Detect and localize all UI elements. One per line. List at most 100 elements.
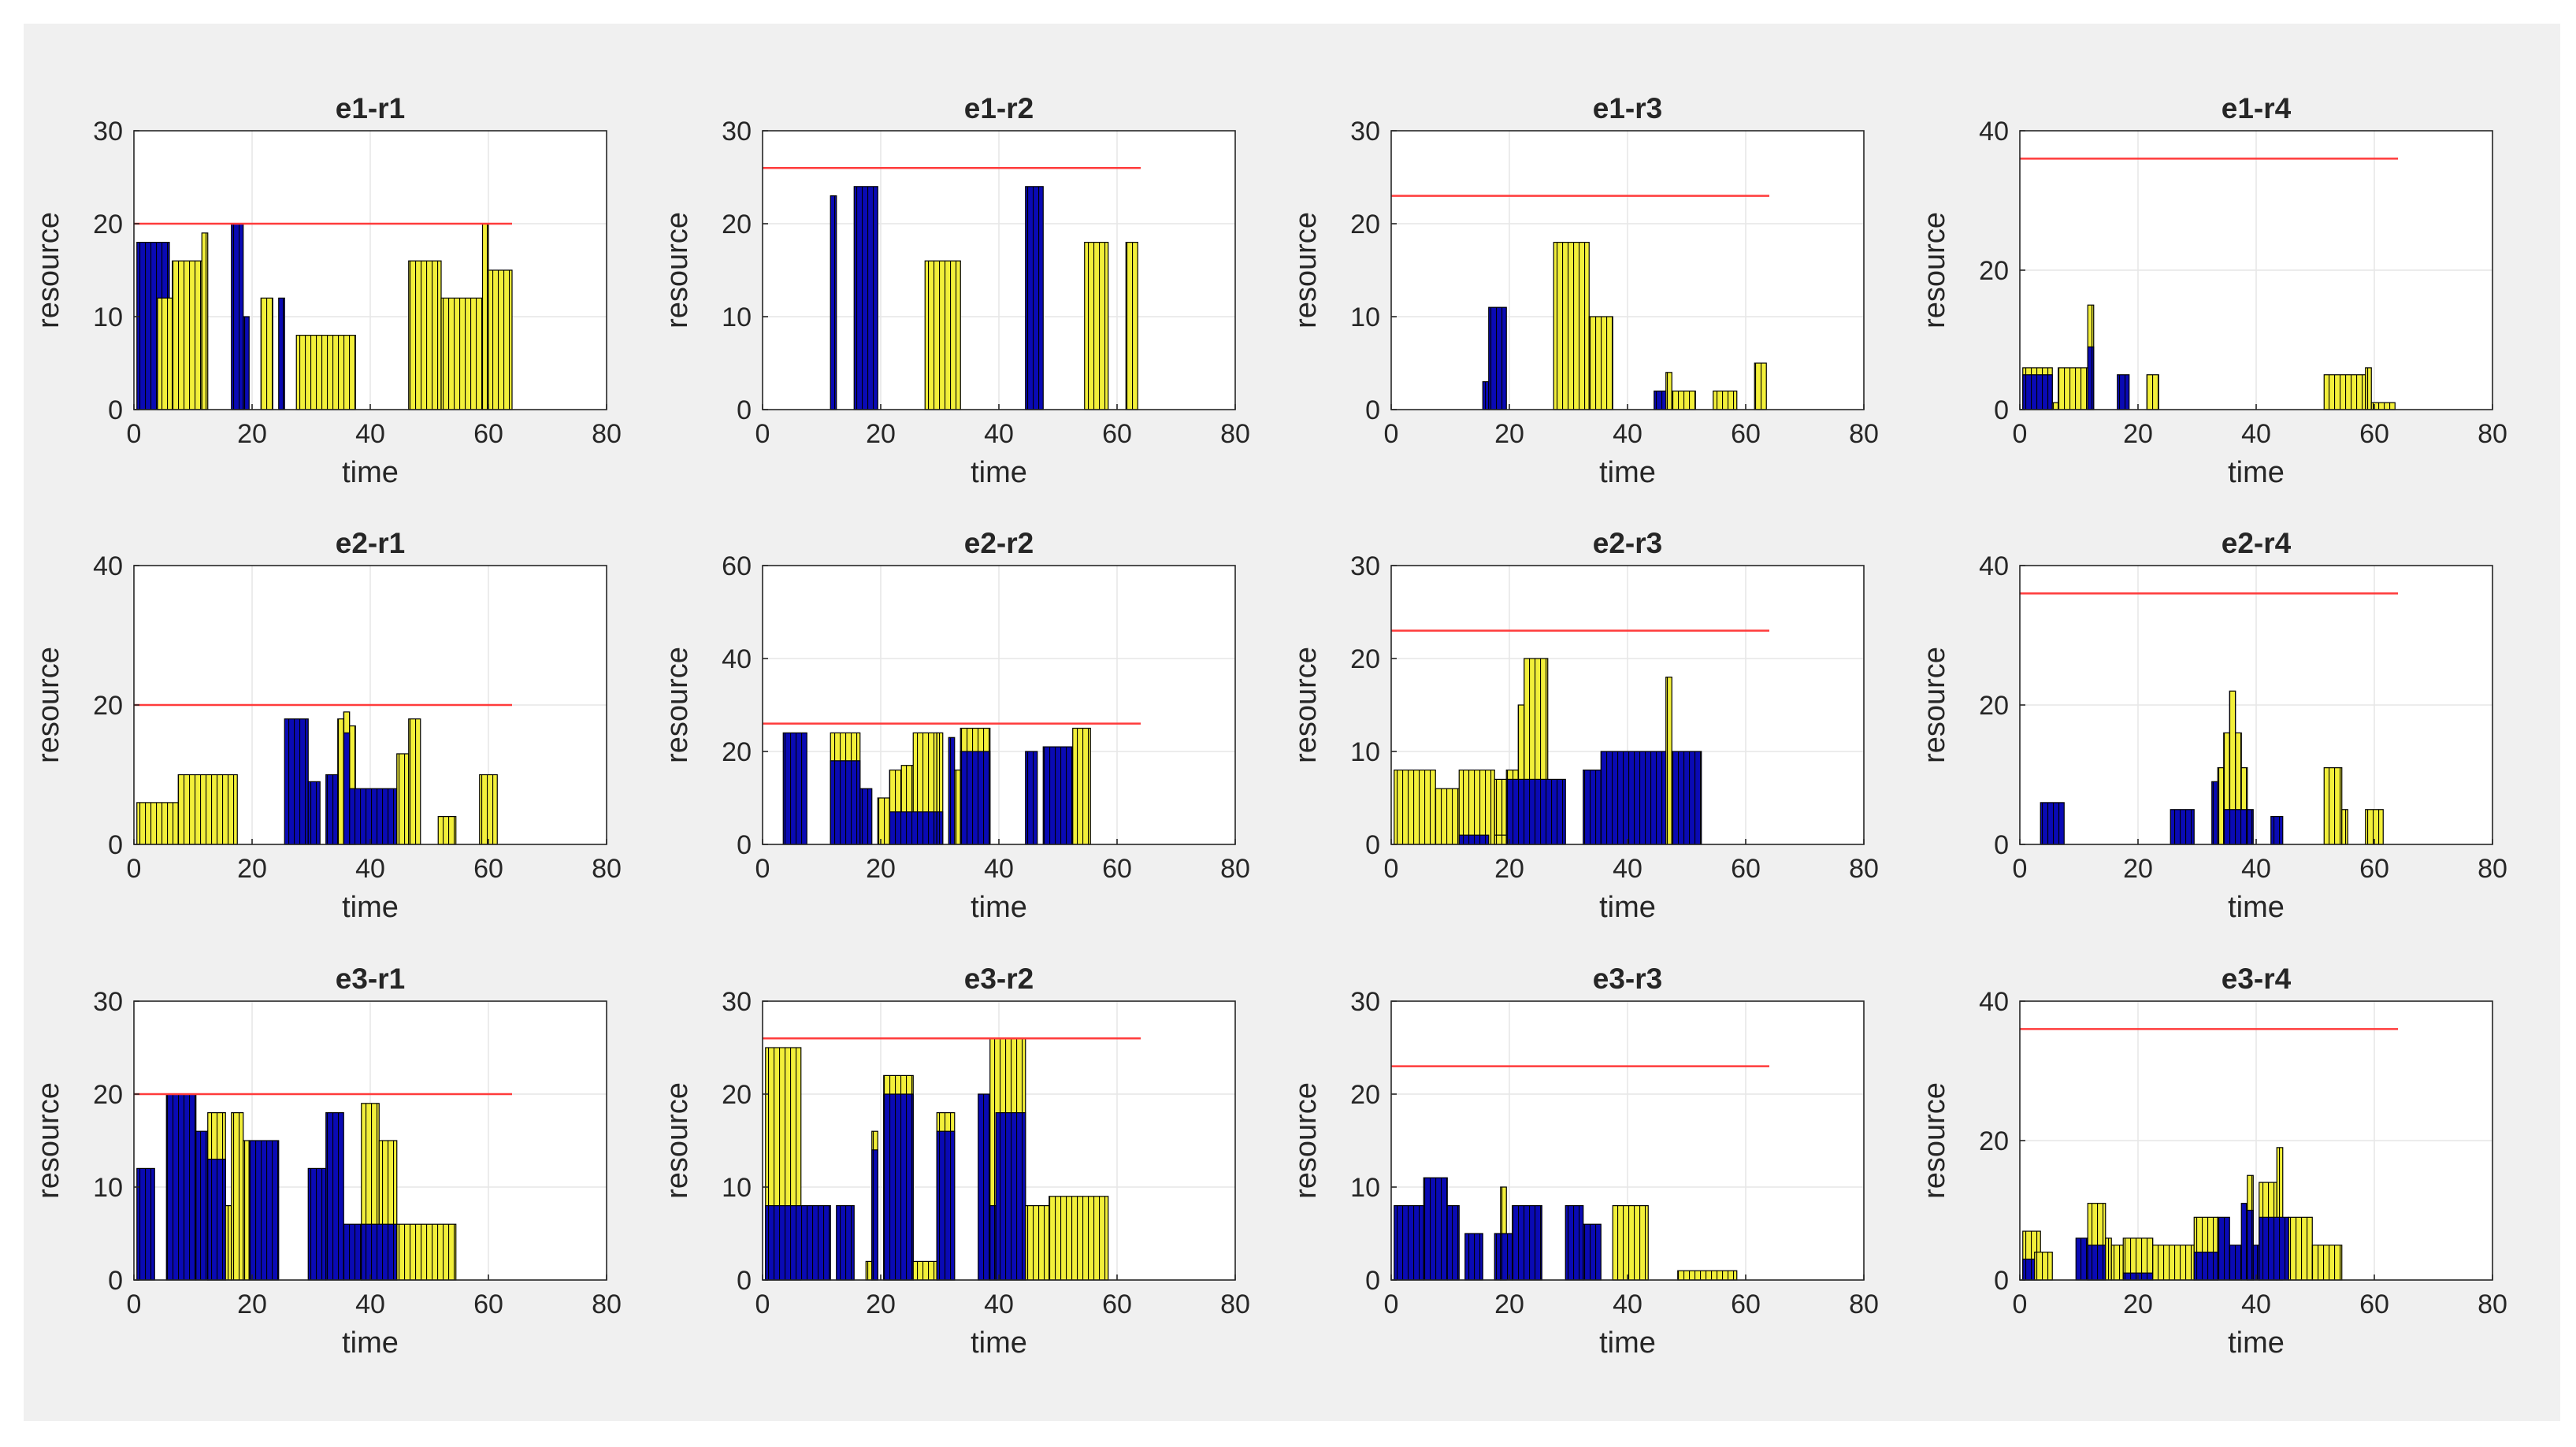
bar-blue-11 (948, 736, 956, 845)
bar-blue-10 (936, 1130, 956, 1281)
bar-yellow-2 (1458, 769, 1495, 845)
y-axis-label: resource (1918, 1082, 1951, 1199)
subplot-title: e1-r4 (2222, 92, 2292, 124)
y-tick-label: 60 (722, 551, 752, 581)
bar-blue-1 (1488, 306, 1507, 410)
bar-blue-0 (136, 1167, 155, 1281)
bar-yellow-13 (479, 774, 498, 845)
bar-blue-15 (1025, 751, 1038, 845)
bar-yellow-11 (2323, 767, 2343, 845)
bar-blue-6 (2117, 374, 2130, 410)
bar-blue-12 (2193, 1251, 2218, 1281)
subplot-title: e1-r1 (336, 92, 405, 124)
x-axis-label: time (2228, 891, 2285, 924)
bar-blue-7 (1512, 1204, 1542, 1281)
bar-blue-8 (2223, 809, 2248, 845)
x-tick-label: 60 (2359, 1289, 2389, 1319)
bar-yellow-8 (2323, 374, 2366, 410)
bar-blue-10 (936, 811, 944, 845)
x-tick-label: 60 (1731, 1289, 1761, 1319)
bar-blue-9 (2247, 809, 2254, 845)
x-tick-label: 80 (1849, 1289, 1879, 1319)
x-tick-label: 60 (473, 854, 503, 884)
y-tick-label: 40 (722, 644, 752, 674)
x-tick-label: 60 (1102, 419, 1132, 449)
bar-blue-5 (243, 316, 250, 410)
bar-blue-9 (307, 1167, 327, 1281)
bar-yellow-10 (396, 753, 410, 845)
bar-yellow-9 (2365, 367, 2372, 410)
x-tick-label: 80 (1849, 854, 1879, 884)
x-tick-label: 0 (2013, 854, 2028, 884)
y-tick-label: 0 (1994, 395, 2009, 425)
x-tick-label: 0 (2013, 1289, 2028, 1319)
x-tick-label: 0 (755, 854, 770, 884)
bar-blue-1 (853, 186, 878, 410)
bar-blue-1 (2022, 1258, 2036, 1281)
bar-blue-2 (284, 718, 309, 845)
x-axis-label: time (971, 456, 1027, 489)
bar-blue-13 (1671, 751, 1702, 845)
bar-yellow-1 (1435, 788, 1460, 845)
x-tick-label: 60 (1102, 1289, 1132, 1319)
x-tick-label: 20 (1494, 1289, 1524, 1319)
bar-yellow-10 (1612, 1204, 1649, 1281)
x-axis-label: time (342, 456, 399, 489)
y-tick-label: 40 (93, 551, 123, 581)
x-axis-label: time (2228, 1326, 2285, 1360)
y-tick-label: 30 (1350, 987, 1380, 1017)
bar-yellow-7 (2110, 1245, 2124, 1281)
bar-blue-3 (2075, 1237, 2088, 1281)
subplot-e3-r1: 0 20 40 60 80 0 10 20 30 e3-r1 time resource (32, 963, 622, 1360)
x-tick-label: 40 (2241, 1289, 2271, 1319)
y-axis-label: resource (1290, 647, 1323, 763)
bar-blue-0 (2040, 802, 2065, 845)
y-tick-label: 30 (722, 987, 752, 1017)
subplot-e3-r3: 0 20 40 60 80 0 10 20 30 e3-r3 time resource (1290, 963, 1879, 1360)
bar-yellow-1 (157, 297, 173, 410)
bar-blue-4 (207, 1158, 226, 1281)
y-tick-label: 0 (1994, 1266, 2009, 1296)
y-tick-label: 20 (722, 737, 752, 767)
subplot-e1-r2: 0 20 40 60 80 0 10 20 30 e1-r2 time resource (661, 92, 1250, 489)
x-tick-label: 60 (473, 1289, 503, 1319)
bar-yellow-5 (1494, 834, 1507, 845)
bar-blue-16 (1042, 746, 1074, 845)
x-tick-label: 40 (1613, 1289, 1642, 1319)
bar-blue-2 (830, 760, 861, 845)
y-tick-label: 0 (108, 1266, 123, 1296)
bar-yellow-6 (260, 297, 273, 410)
y-axis-label: resource (661, 1082, 694, 1199)
subplot-e2-r4: 0 20 40 60 80 0 20 40 e2-r4 time resource (1918, 527, 2507, 924)
bar-blue-10 (325, 1111, 344, 1281)
y-tick-label: 0 (1994, 830, 2009, 860)
subplot-title: e3-r1 (336, 963, 405, 995)
y-tick-label: 20 (93, 691, 123, 721)
subplot-title: e2-r2 (964, 527, 1034, 559)
x-tick-label: 20 (237, 419, 267, 449)
x-tick-label: 0 (755, 419, 770, 449)
bar-blue-3 (307, 781, 321, 845)
bar-yellow-11 (481, 223, 489, 410)
bar-blue-5 (2087, 346, 2095, 410)
bar-yellow-8 (295, 335, 356, 410)
x-axis-label: time (1599, 891, 1656, 924)
bar-yellow-6 (231, 1111, 244, 1281)
bar-blue-8 (248, 1140, 280, 1281)
bar-yellow-2 (2051, 402, 2059, 410)
bar-yellow-1 (177, 774, 238, 845)
y-tick-label: 40 (1979, 551, 2009, 581)
y-tick-label: 10 (93, 302, 123, 332)
bar-blue-1 (765, 1204, 831, 1281)
bar-yellow-10 (440, 297, 484, 410)
x-tick-label: 80 (2478, 1289, 2507, 1319)
y-axis-label: resource (1290, 1082, 1323, 1199)
x-tick-label: 20 (237, 1289, 267, 1319)
x-tick-label: 0 (2013, 419, 2028, 449)
x-axis-label: time (342, 1326, 399, 1360)
bar-blue-2 (195, 1130, 209, 1281)
bar-yellow-2 (2034, 1251, 2053, 1281)
x-tick-label: 40 (984, 1289, 1014, 1319)
x-tick-label: 0 (1384, 1289, 1399, 1319)
subplot-e3-r2: 0 20 40 60 80 0 10 20 30 e3-r2 time resource (661, 963, 1250, 1360)
